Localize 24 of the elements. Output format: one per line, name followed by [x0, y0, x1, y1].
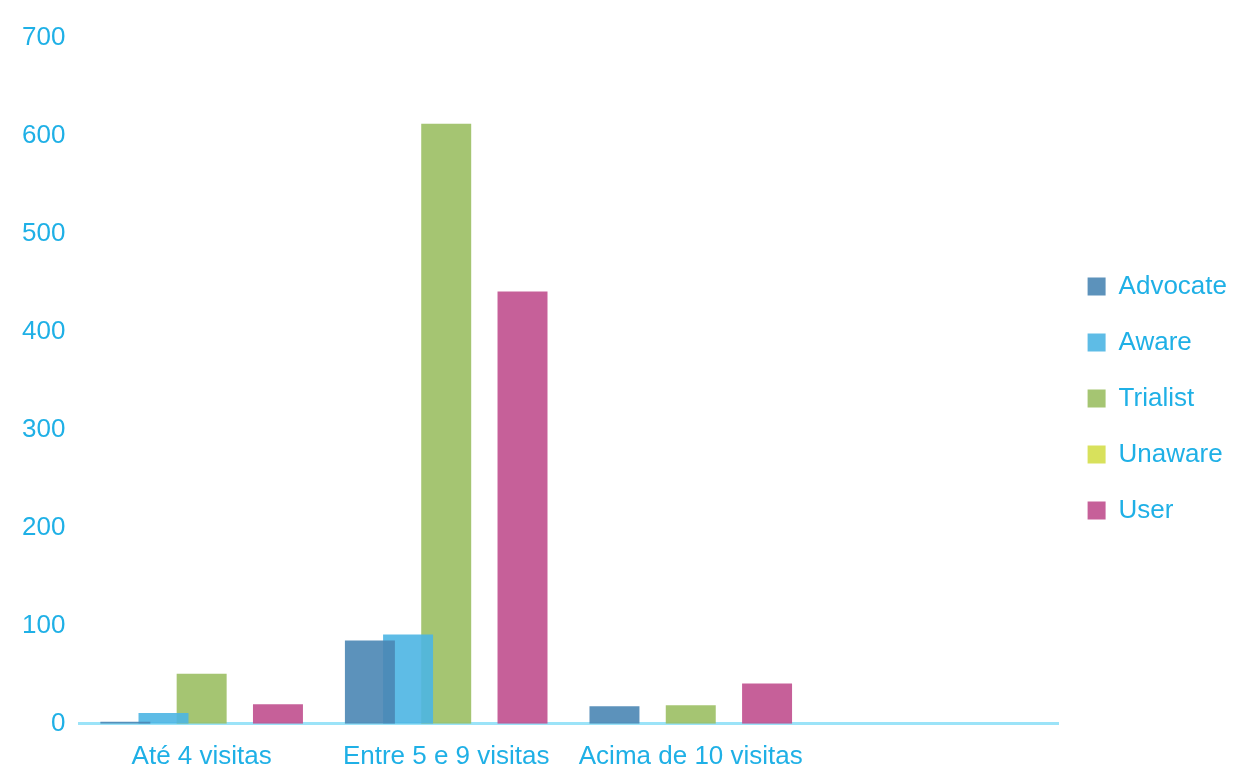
- legend-label: Unaware: [1118, 437, 1223, 468]
- y-tick-label: 100: [21, 608, 66, 639]
- bar: [421, 123, 472, 724]
- bar: [344, 640, 395, 724]
- legend-label: Aware: [1118, 325, 1192, 356]
- bar: [176, 673, 227, 724]
- legend-label: User: [1118, 493, 1174, 524]
- y-tick-label: 300: [21, 412, 66, 443]
- y-tick-label: 200: [21, 510, 66, 541]
- y-tick-label: 400: [21, 314, 66, 345]
- legend-label: Trialist: [1118, 381, 1195, 412]
- legend-label: Advocate: [1118, 269, 1227, 300]
- y-tick-label: 500: [21, 216, 66, 247]
- bar: [252, 704, 303, 724]
- bar: [497, 291, 548, 724]
- y-tick-label: 600: [21, 118, 66, 149]
- x-tick-label: Acima de 10 visitas: [578, 739, 803, 770]
- y-tick-label: 700: [21, 20, 66, 51]
- bar: [742, 683, 793, 724]
- x-tick-label: Entre 5 e 9 visitas: [342, 739, 550, 770]
- x-tick-label: Até 4 visitas: [131, 739, 272, 770]
- bar: [589, 706, 640, 724]
- y-tick-label: 0: [50, 706, 66, 737]
- bar: [665, 705, 716, 724]
